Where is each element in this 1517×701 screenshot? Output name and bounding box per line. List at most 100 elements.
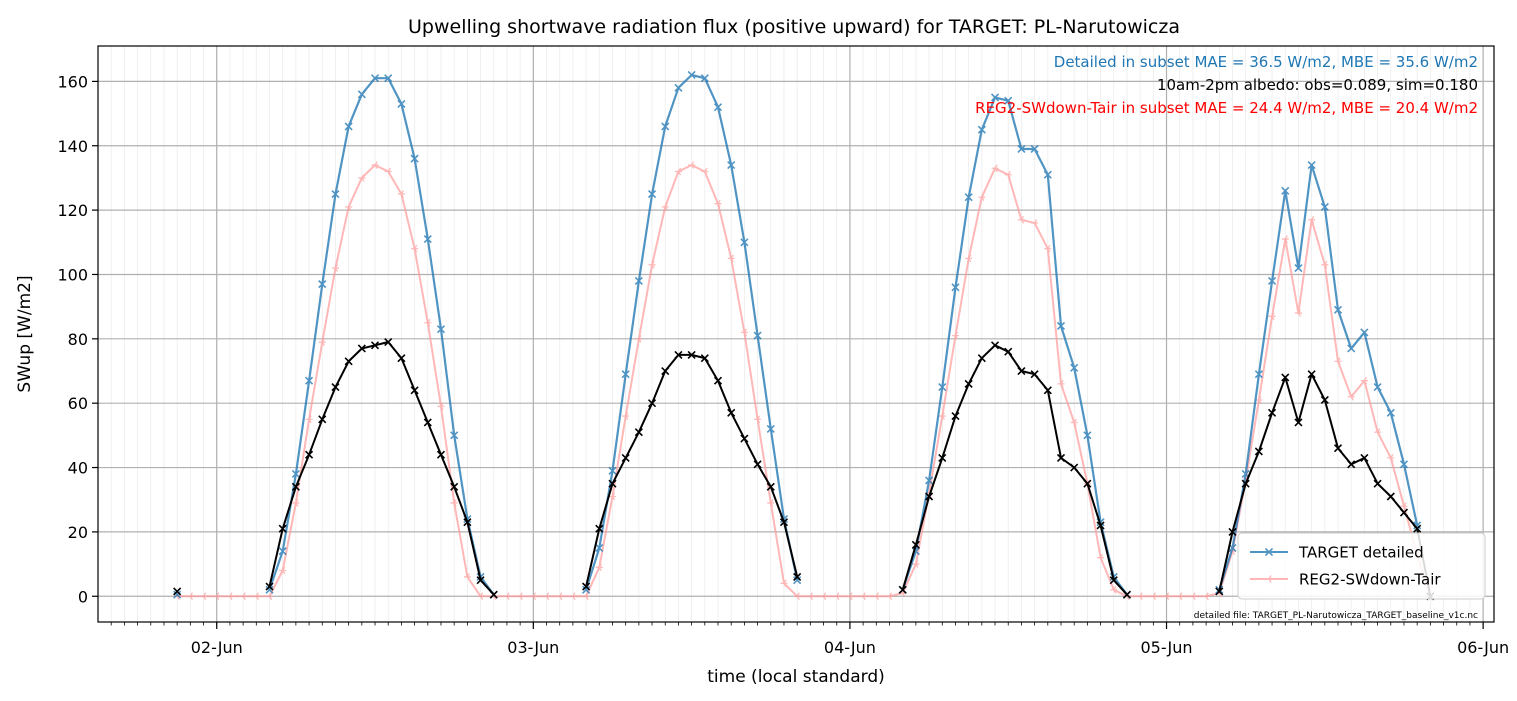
data-point	[1413, 524, 1422, 533]
data-point	[713, 103, 723, 112]
y-tick-label: 60	[68, 394, 88, 413]
data-point	[1374, 428, 1382, 436]
data-point	[1294, 263, 1303, 273]
data-point	[252, 592, 260, 601]
data-point	[714, 199, 722, 208]
data-point	[291, 469, 300, 479]
data-point	[1320, 202, 1329, 211]
data-point	[621, 370, 630, 379]
data-point	[1004, 96, 1013, 105]
x-tick-label: 05-Jun	[1141, 638, 1193, 657]
data-point	[912, 560, 920, 568]
legend-label: TARGET detailed	[1298, 544, 1424, 562]
data-point	[780, 579, 788, 588]
data-point	[410, 386, 419, 395]
data-point	[582, 592, 590, 601]
data-point	[634, 428, 643, 437]
data-point	[701, 167, 709, 176]
data-point	[1097, 553, 1105, 562]
data-point	[687, 70, 696, 80]
data-point	[1070, 418, 1078, 427]
data-point	[173, 587, 182, 596]
data-point	[964, 193, 973, 202]
legend-marker	[1264, 547, 1274, 557]
data-point	[740, 238, 749, 247]
data-point	[331, 264, 339, 272]
data-point	[1268, 312, 1276, 321]
data-point	[1136, 592, 1144, 601]
y-tick-label: 100	[57, 265, 88, 284]
data-point	[1307, 160, 1316, 170]
data-point	[872, 592, 880, 601]
data-point	[279, 566, 287, 575]
data-point	[278, 547, 287, 556]
y-tick-label: 120	[57, 201, 88, 220]
data-point	[397, 354, 406, 363]
data-point	[674, 350, 683, 359]
data-point	[1360, 376, 1368, 385]
data-point	[622, 412, 630, 420]
data-point	[516, 592, 524, 601]
y-tick-label: 0	[78, 587, 88, 606]
data-point	[370, 74, 380, 83]
data-point	[265, 592, 273, 601]
annotations: Detailed in subset MAE = 36.5 W/m2, MBE …	[975, 53, 1478, 117]
data-point	[727, 408, 736, 417]
y-tick-label: 140	[57, 137, 88, 156]
data-point	[820, 592, 828, 601]
annotation-detailed-stats: Detailed in subset MAE = 36.5 W/m2, MBE …	[1054, 53, 1478, 71]
data-point	[305, 415, 313, 424]
data-point	[344, 122, 353, 131]
data-point	[476, 576, 485, 585]
data-point	[767, 499, 775, 507]
series-line	[268, 341, 495, 596]
data-point	[1149, 592, 1157, 601]
data-point	[978, 193, 986, 202]
data-point	[661, 122, 670, 131]
data-point	[779, 518, 789, 527]
series-line	[901, 96, 1128, 596]
data-point	[1413, 521, 1422, 530]
data-point	[674, 83, 683, 92]
legend-swatch	[1250, 547, 1288, 557]
x-tick-label: 06-Jun	[1457, 638, 1509, 657]
data-point	[423, 418, 432, 427]
data-point	[674, 167, 682, 176]
data-point	[1043, 170, 1052, 179]
data-point	[344, 357, 353, 366]
data-point	[1333, 444, 1343, 453]
data-point	[753, 460, 762, 469]
data-point	[450, 482, 459, 491]
data-point	[648, 260, 656, 269]
data-point	[793, 572, 802, 582]
data-point	[1320, 395, 1329, 405]
data-point	[397, 99, 406, 108]
data-point	[1031, 219, 1039, 227]
data-point	[754, 415, 762, 424]
data-point	[200, 592, 208, 601]
data-point	[951, 331, 959, 340]
data-point	[529, 592, 537, 601]
data-point	[766, 424, 775, 433]
data-point	[265, 582, 274, 591]
data-point	[1083, 479, 1092, 488]
data-point	[647, 189, 657, 199]
data-point	[582, 582, 591, 591]
data-point	[1057, 380, 1065, 388]
series-line	[1218, 164, 1419, 591]
data-point	[886, 592, 893, 601]
series-target-detailed	[173, 70, 1422, 599]
data-point	[1347, 344, 1356, 353]
data-point	[384, 167, 392, 176]
footnote: detailed file: TARGET_PL-Narutowicza_TAR…	[1194, 611, 1478, 621]
data-point	[450, 431, 459, 440]
data-point	[477, 592, 485, 601]
data-point	[292, 499, 300, 507]
data-point	[318, 280, 327, 289]
data-point	[463, 573, 471, 581]
data-point	[938, 453, 947, 462]
data-point	[1387, 454, 1395, 462]
y-tick-label: 20	[68, 523, 88, 542]
data-point	[186, 592, 194, 601]
